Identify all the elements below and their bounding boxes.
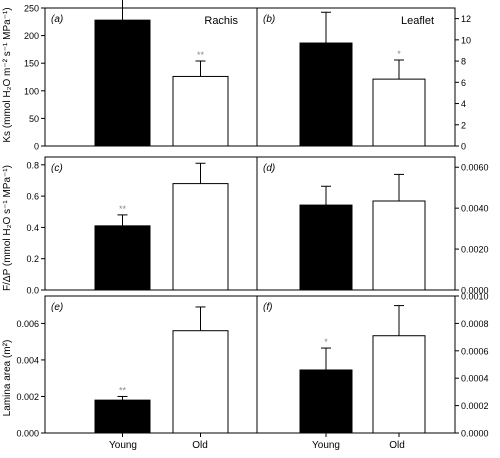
y-tick-label: 250 [24,4,39,14]
significance-marker: * [324,337,328,347]
significance-marker: ** [119,204,127,214]
bar-old [372,78,426,147]
y-tick-label: 0.0060 [461,163,489,173]
x-label-old-left: Old [192,440,208,451]
y-tick-label: 8 [461,57,466,67]
y-tick-label: 0.0020 [461,245,489,255]
y-tick-label: 0.002 [16,392,39,402]
y-tick-label: 0.0010 [461,292,489,302]
bar-young [299,42,353,147]
y-tick-label: 2 [461,120,466,130]
y-tick-label: 0.8 [26,160,39,170]
column-label-rachis: Rachis [204,15,238,27]
panel-f: 0.0000 0.0002 0.0004 0.0006 0.0008 0.0010 (f) * [256,292,489,439]
panel-letter: (d) [263,163,275,174]
bar-young [299,204,353,291]
panel-group: 050100150200250(a)**024681012(b)*0.00.20… [16,0,489,439]
panel-frame [256,156,456,291]
significance-marker: * [397,49,401,59]
significance-marker: ** [119,385,127,395]
bar-old [172,183,229,291]
bar-young [299,369,353,434]
y-tick-label: 0.0006 [461,346,489,356]
y-tick-label: 0.6 [26,192,39,202]
significance-marker: ** [197,50,205,60]
panel-a: 0 50 100 150 200 250 (a) ** [24,0,258,152]
y-tick-label: 10 [461,35,471,45]
panel-frame [256,7,456,147]
bar-old [372,335,426,434]
panel-d: 0.0000 0.0020 0.0040 0.0060 (d) [256,156,489,296]
y-tick-label: 0.004 [16,355,39,365]
bar-young [94,19,151,147]
y-tick-label: 12 [461,14,471,24]
bar-old [372,200,426,291]
y-tick-label: 0.0008 [461,319,489,329]
x-label-old-right: Old [389,440,405,451]
y-tick-label: 150 [24,59,39,69]
y-tick-label: 0.0000 [461,429,489,439]
y-tick-label: 0.0000 [461,286,489,296]
y-tick-label: 0.0002 [461,401,489,411]
panel-letter: (c) [51,163,63,174]
bar-old [172,330,229,434]
y-tick-label: 0.000 [16,429,39,439]
y-tick-label: 0.2 [26,254,39,264]
y-tick-label: 0 [34,142,39,152]
y-tick-label: 6 [461,78,466,88]
y-tick-label: 0.006 [16,319,39,329]
y-tick-label: 0.0004 [461,374,489,384]
x-label-young-right: Young [312,440,340,451]
panel-c: 0.0 0.2 0.4 0.6 0.8 (c) ** [26,156,258,296]
bar-young [94,399,151,434]
y-tick-label: 0.4 [26,223,39,233]
y-tick-label: 0.0040 [461,204,489,214]
panel-frame [256,295,456,434]
y-tick-label: 100 [24,86,39,96]
panel-e: 0.000 0.002 0.004 0.006 (e) ** [16,295,258,439]
y-axis-label-conductance: F/ΔP (mmol H₂O s⁻¹ MPa⁻¹) [2,165,13,291]
y-axis-label-ks: Ks (mmol H₂O m⁻² s⁻¹ MPa⁻¹) [2,7,13,142]
bar-old [172,75,229,147]
panel-letter: (a) [51,14,63,25]
y-tick-label: 50 [29,114,39,124]
panel-letter: (f) [263,302,272,313]
y-tick-label: 0.0 [26,286,39,296]
y-axis-label-lamina-area: Lamina area (m²) [2,340,13,417]
panel-b: 0 2 4 6 8 10 12 (b) * [256,7,471,152]
y-tick-label: 200 [24,31,39,41]
y-tick-label: 0 [461,142,466,152]
panel-letter: (b) [263,14,275,25]
y-tick-label: 4 [461,99,466,109]
bar-young [94,225,151,291]
x-label-young-left: Young [109,440,137,451]
column-label-leaflet: Leaflet [401,15,434,27]
panel-letter: (e) [51,302,63,313]
